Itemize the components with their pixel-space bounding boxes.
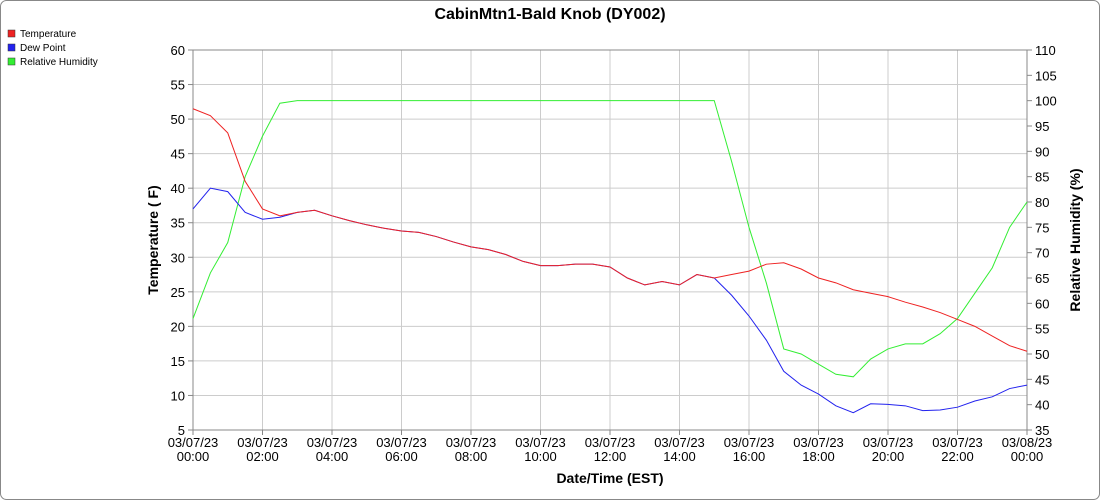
legend-swatch [7,43,16,52]
y-axis-title: Temperature ( F) [145,185,161,294]
y2-tick-label: 50 [1035,347,1049,362]
x-tick-label: 03/07/23 04:00 [307,435,358,464]
x-tick-label: 03/07/23 08:00 [446,435,497,464]
y2-tick-label: 85 [1035,170,1049,185]
y-tick-label: 5 [178,423,185,438]
y2-tick-label: 60 [1035,296,1049,311]
x-tick-label: 03/07/23 00:00 [168,435,219,464]
y-tick-label: 15 [171,354,185,369]
x-tick-label: 03/07/23 10:00 [515,435,566,464]
chart-title: CabinMtn1-Bald Knob (DY002) [434,6,665,23]
series-line [192,100,1028,378]
x-tick-label: 03/07/23 18:00 [793,435,844,464]
y-tick-label: 30 [171,250,185,265]
x-tick-label: 03/07/23 02:00 [237,435,288,464]
y2-tick-label: 70 [1035,246,1049,261]
y2-tick-label: 65 [1035,271,1049,286]
legend-label: Relative Humidity [20,57,98,68]
plot-area [192,49,1028,431]
x-tick-label: 03/08/23 00:00 [1002,435,1053,464]
x-axis-title: Date/Time (EST) [556,470,663,486]
y2-tick-label: 75 [1035,220,1049,235]
y2-tick-label: 105 [1035,68,1057,83]
y2-tick-label: 100 [1035,94,1057,109]
y-tick-label: 60 [171,43,185,58]
legend-swatch [7,29,16,38]
y2-tick-label: 45 [1035,372,1049,387]
y2-tick-label: 80 [1035,195,1049,210]
y2-tick-label: 40 [1035,398,1049,413]
x-tick-label: 03/07/23 22:00 [932,435,983,464]
y-tick-label: 35 [171,216,185,231]
x-tick-label: 03/07/23 14:00 [654,435,705,464]
y2-tick-label: 35 [1035,423,1049,438]
y-tick-label: 20 [171,319,185,334]
y2-tick-label: 90 [1035,144,1049,159]
y-tick-label: 10 [171,388,185,403]
y-tick-label: 55 [171,78,185,93]
x-tick-label: 03/07/23 20:00 [863,435,914,464]
x-tick-label: 03/07/23 12:00 [585,435,636,464]
y2-tick-label: 110 [1035,43,1056,58]
legend-label: Dew Point [20,43,66,54]
y-tick-label: 25 [171,285,185,300]
y-tick-label: 45 [171,147,185,162]
y2-tick-label: 95 [1035,119,1049,134]
legend-label: Temperature [20,29,77,40]
legend-swatch [7,57,16,66]
series-line [192,108,1028,352]
x-tick-label: 03/07/23 16:00 [724,435,775,464]
y2-axis-title: Relative Humidity (%) [1067,168,1083,311]
y2-tick-label: 55 [1035,322,1049,337]
y-tick-label: 50 [171,112,185,127]
x-tick-label: 03/07/23 06:00 [376,435,427,464]
y-tick-label: 40 [171,181,185,196]
